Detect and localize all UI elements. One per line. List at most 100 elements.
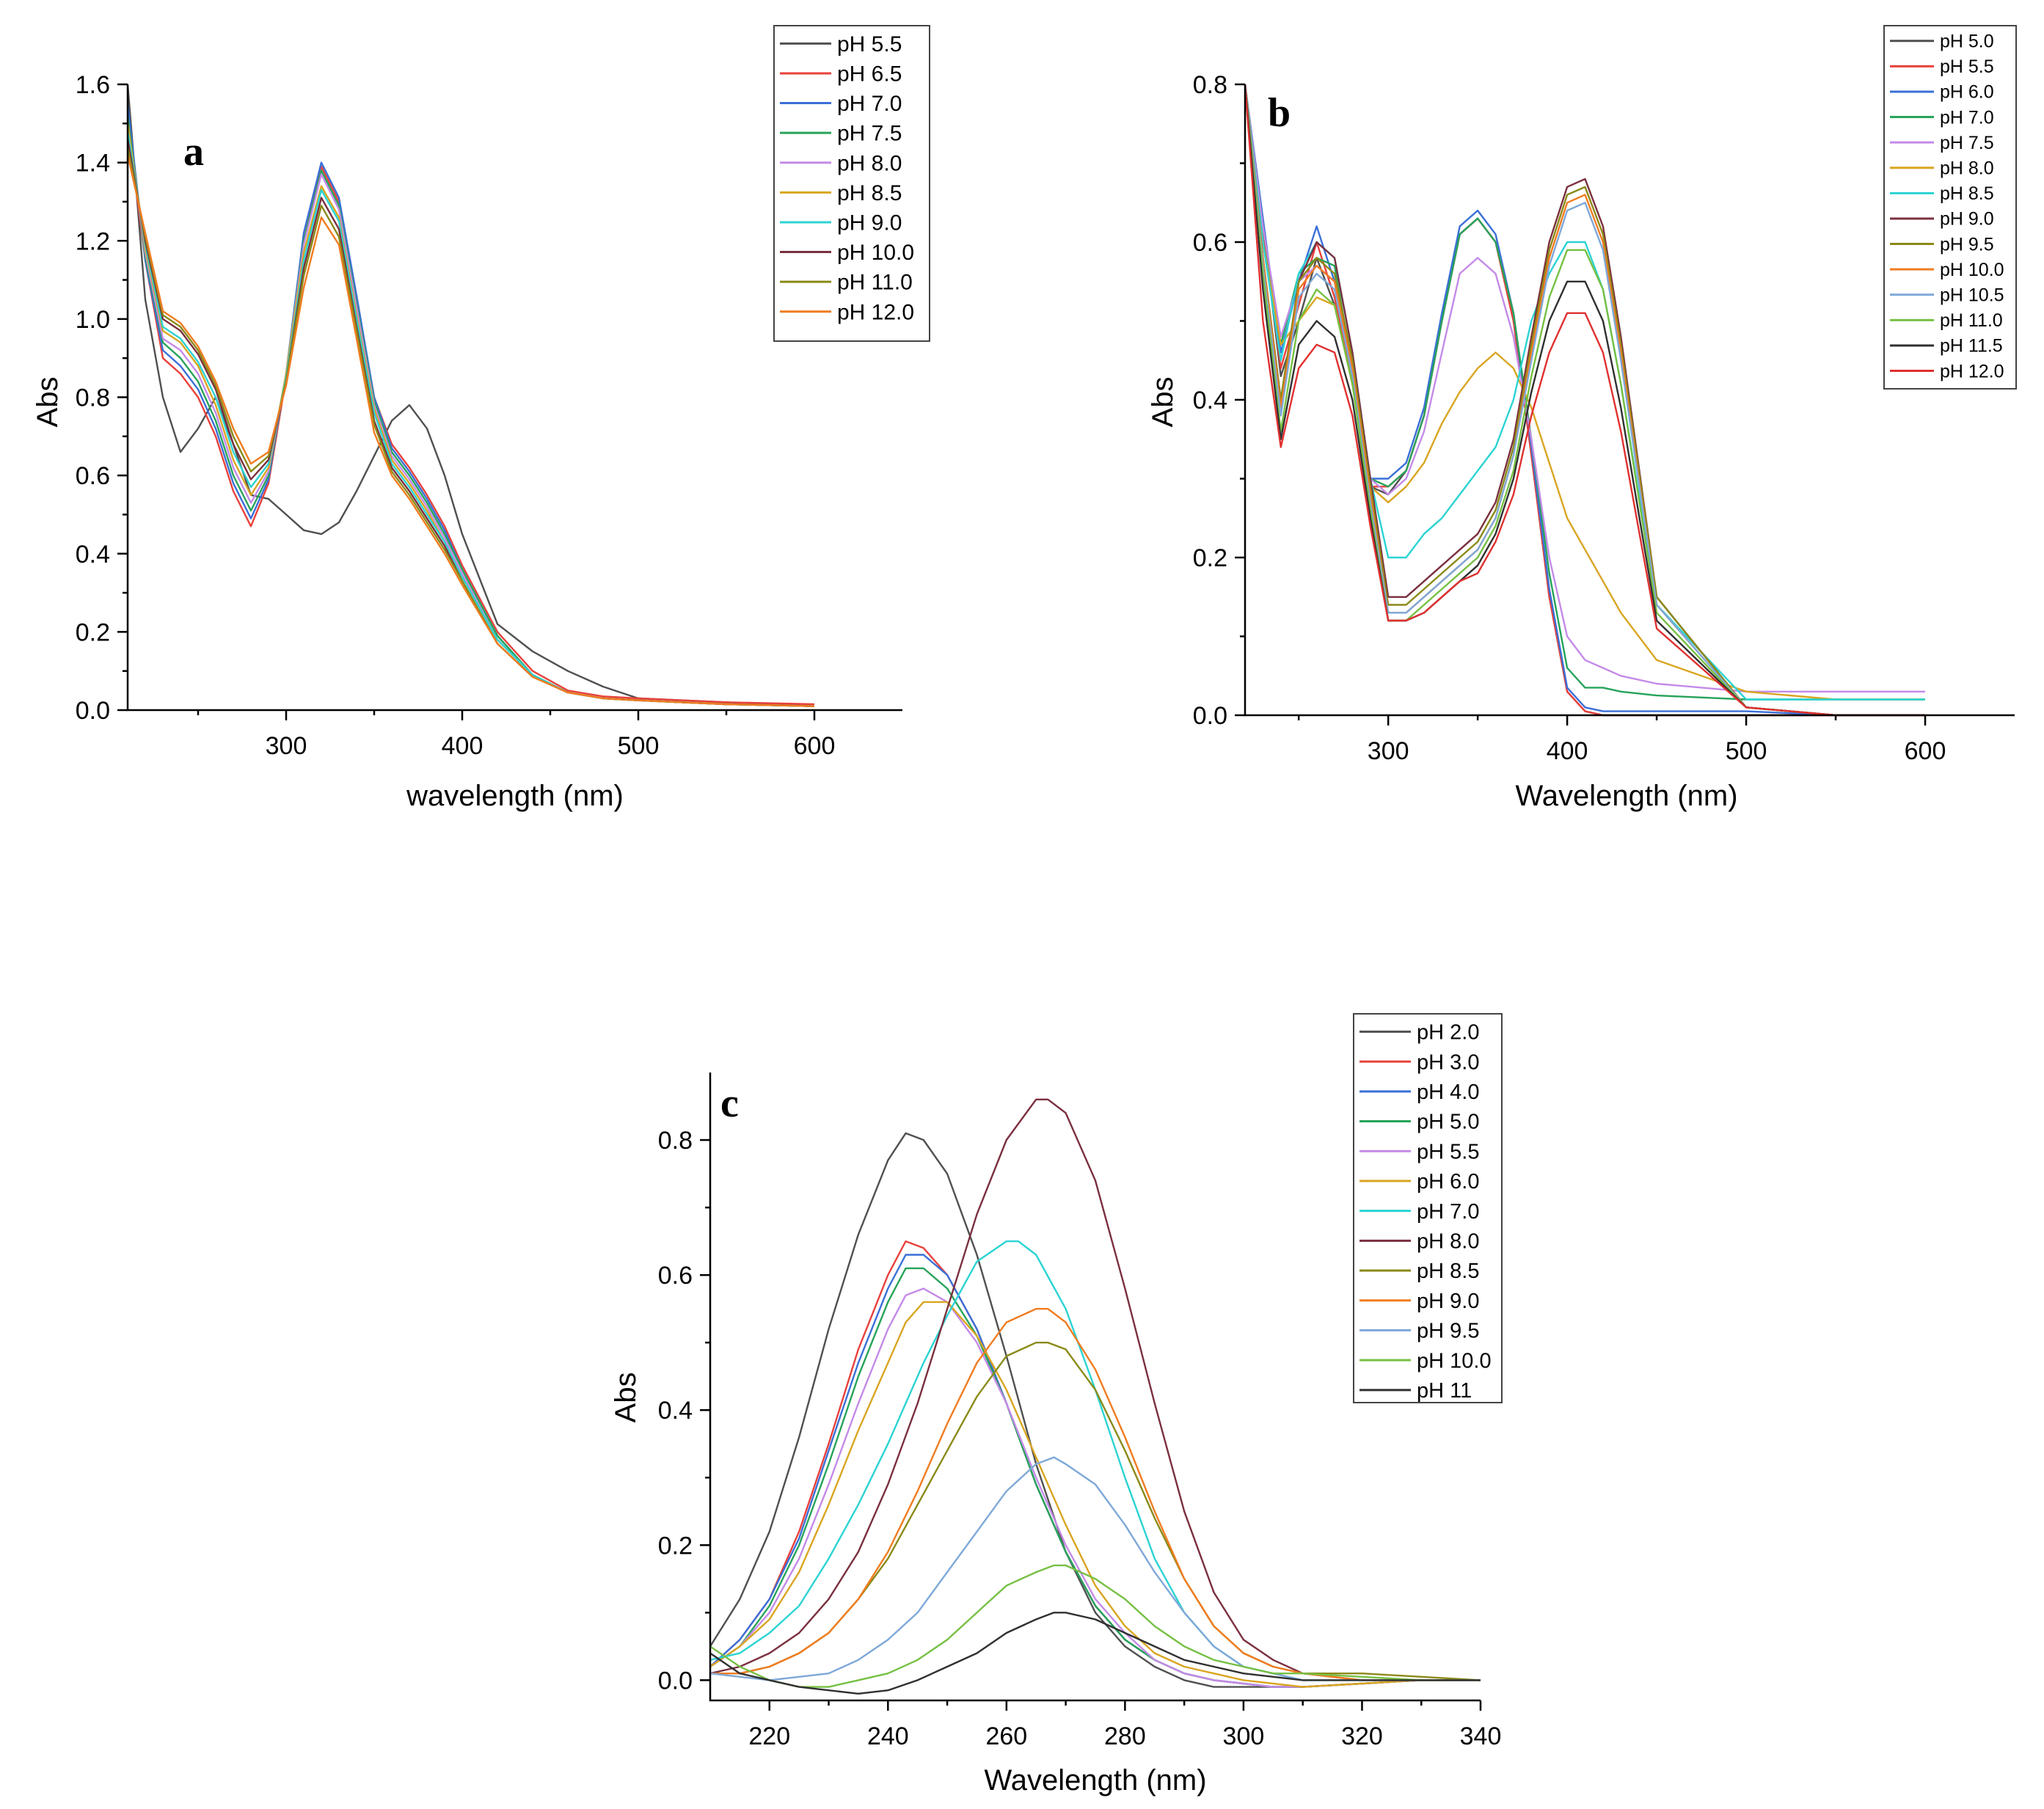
panel-c-series-ph-11 xyxy=(709,1612,1481,1695)
panel-a-y-ticks: 0.0 0.2 0.4 0.6 0.8 1.0 1.2 1.4 1.6 xyxy=(76,71,128,725)
panel-c-x-tick-label-4: 300 xyxy=(1223,1722,1265,1750)
panel-b-legend-label-4: pH 7.5 xyxy=(1940,133,1994,153)
panel-b-legend-label-13: pH 12.0 xyxy=(1940,361,2004,381)
panel-b-y-ticks: 0.0 0.2 0.4 0.6 0.8 xyxy=(1193,71,1245,730)
panel-b-series-ph-9-0 xyxy=(1244,84,1925,717)
chart-panel-c: 0.00.20.40.60.8 220 240 260 280 300 320 340 c … xyxy=(610,1013,1503,1797)
panel-c-x-tick-label-1: 240 xyxy=(867,1722,909,1750)
panel-c-x-tick-label-5: 320 xyxy=(1341,1722,1383,1750)
panel-a-legend-label-6: pH 9.0 xyxy=(837,211,902,235)
panel-b-legend-label-6: pH 8.5 xyxy=(1940,183,1994,204)
panel-c-legend-label-9: pH 9.0 xyxy=(1417,1290,1479,1313)
panel-c-y-tick-label-2: 0.4 xyxy=(658,1397,693,1425)
panel-c-y-tick-label-1: 0.2 xyxy=(658,1532,693,1560)
panel-b-legend-label-0: pH 5.0 xyxy=(1940,32,1994,52)
panel-a-y-tick-label-4: 0.8 xyxy=(76,384,110,412)
panel-c-series xyxy=(709,1098,1481,1695)
panel-a-series-ph-9-0 xyxy=(126,131,815,707)
panel-b-x-ticks: 300 400 500 600 xyxy=(1297,715,1946,765)
panel-c-x-axis-label: Wavelength (nm) xyxy=(984,1764,1206,1797)
panel-a-series xyxy=(126,84,815,707)
panel-label-b: b xyxy=(1268,90,1291,136)
panel-c-x-tick-label-2: 260 xyxy=(985,1722,1027,1750)
panel-b-y-tick-label-4: 0.8 xyxy=(1193,71,1227,99)
panel-b-x-axis-label: Wavelength (nm) xyxy=(1515,780,1737,812)
panel-b-series-ph-7-0 xyxy=(1244,84,1925,701)
panel-b-legend-label-9: pH 10.0 xyxy=(1940,260,2004,280)
panel-c-x-ticks: 220 240 260 280 300 320 340 xyxy=(748,1700,1501,1750)
panel-b-y-tick-label-3: 0.6 xyxy=(1193,229,1227,257)
panel-c-series-ph-9-0 xyxy=(710,1308,1481,1681)
panel-c-legend: pH 2.0 pH 3.0 pH 4.0 pH 5.0 pH 5.5 pH 6.0 pH 7… xyxy=(1353,1013,1503,1403)
panel-a-y-tick-label-0: 0.0 xyxy=(76,697,110,725)
panel-b-legend-label-10: pH 10.5 xyxy=(1940,285,2004,306)
panel-a-x-ticks: 300 400 500 600 xyxy=(197,710,836,760)
panel-a-series-ph-12-0 xyxy=(126,154,815,707)
panel-a-y-tick-label-7: 1.4 xyxy=(76,150,110,178)
panel-c-legend-label-3: pH 5.0 xyxy=(1417,1111,1479,1134)
panel-a-legend-label-7: pH 10.0 xyxy=(837,241,914,265)
panel-b-series xyxy=(1244,84,1925,717)
panel-a-legend-label-4: pH 8.0 xyxy=(837,151,902,175)
panel-b-legend-label-12: pH 11.5 xyxy=(1940,336,2003,357)
panel-b-y-tick-label-0: 0.0 xyxy=(1193,702,1227,730)
panel-c-y-ticks: 0.0 0.2 0.4 0.6 0.8 xyxy=(658,1127,710,1695)
panel-c-legend-label-5: pH 6.0 xyxy=(1417,1170,1479,1194)
panel-a-legend-label-9: pH 12.0 xyxy=(837,300,914,324)
panel-c-legend-label-7: pH 8.0 xyxy=(1417,1229,1479,1253)
panel-b-series-ph-8-0 xyxy=(1244,84,1925,701)
panel-a-series-ph-6-5 xyxy=(126,123,815,706)
panel-label-c: c xyxy=(720,1081,739,1126)
panel-b-legend: pH 5.0 pH 5.5 pH 6.0 pH 7.0 pH 7.5 pH 8.0 pH 8… xyxy=(1883,25,2017,390)
panel-c-legend-label-6: pH 7.0 xyxy=(1417,1200,1479,1224)
panel-c-x-tick-label-6: 340 xyxy=(1460,1722,1502,1750)
panel-b-series-ph-7-5 xyxy=(1244,84,1925,692)
panel-c-series-ph-8-0 xyxy=(709,1098,1481,1681)
panel-a-legend-box xyxy=(773,25,930,342)
panel-label-a: a xyxy=(183,129,204,175)
panel-b-legend-label-5: pH 8.0 xyxy=(1940,158,1994,179)
panel-c-legend-label-8: pH 8.5 xyxy=(1417,1260,1479,1283)
panel-b-series-ph-6-0 xyxy=(1244,84,1925,717)
chart-panel-b: 0.0 0.2 0.4 0.6 0.8 300 400 500 600 b Wavelengt… xyxy=(1147,25,2017,812)
panel-b-x-tick-label-1: 400 xyxy=(1547,737,1588,765)
panel-b-series-ph-12-0 xyxy=(1244,84,1925,717)
panel-a-y-tick-label-6: 1.2 xyxy=(76,227,110,255)
chart-panel-a: 0.0 0.2 0.4 0.6 0.8 1.0 1.2 1.4 1.6 300 400 500 600… xyxy=(32,25,930,812)
panel-a-x-tick-label-3: 600 xyxy=(794,732,836,760)
panel-a-y-tick-label-3: 0.6 xyxy=(76,462,110,490)
panel-c-legend-label-1: pH 3.0 xyxy=(1417,1050,1479,1074)
panel-b-series-ph-11-5 xyxy=(1244,84,1925,717)
panel-a-legend-label-2: pH 7.0 xyxy=(837,92,902,116)
panel-c-legend-label-12: pH 11 xyxy=(1417,1379,1472,1403)
panel-b-series-ph-10-5 xyxy=(1244,84,1925,717)
panel-c-series-ph-10-0 xyxy=(709,1564,1481,1688)
panel-a-legend-label-8: pH 11.0 xyxy=(837,271,913,295)
panel-b-y-tick-label-2: 0.4 xyxy=(1193,387,1227,414)
panel-c-y-tick-label-0: 0.0 xyxy=(658,1667,693,1695)
panel-a-legend-label-0: pH 5.5 xyxy=(837,32,902,56)
panel-a-series-ph-8-0 xyxy=(126,123,815,707)
panel-c-legend-box xyxy=(1353,1013,1503,1403)
panel-b-legend-box xyxy=(1883,25,2017,390)
panel-b-legend-label-2: pH 6.0 xyxy=(1940,82,1994,103)
panel-c-legend-label-11: pH 10.0 xyxy=(1417,1349,1492,1373)
panel-c-y-tick-label-3: 0.6 xyxy=(658,1262,693,1290)
panel-a-legend-label-5: pH 8.5 xyxy=(837,181,902,205)
panel-b-x-tick-label-2: 500 xyxy=(1726,737,1767,765)
panel-c-y-axis-label: Abs xyxy=(610,1373,642,1423)
panel-a-series-ph-7-5 xyxy=(126,115,815,707)
panel-a-y-tick-label-1: 0.2 xyxy=(76,618,110,646)
panel-a-series-ph-5-5 xyxy=(126,84,815,707)
panel-b-legend-label-1: pH 5.5 xyxy=(1940,56,1994,77)
panel-a-y-tick-label-8: 1.6 xyxy=(76,71,110,99)
panel-b-legend-label-11: pH 11.0 xyxy=(1940,310,2003,331)
panel-b-legend-label-7: pH 9.0 xyxy=(1940,209,1994,230)
panel-b-x-tick-label-3: 600 xyxy=(1905,737,1946,765)
panel-c-legend-label-10: pH 9.5 xyxy=(1417,1320,1479,1343)
panel-c-axes xyxy=(709,1072,1481,1702)
panel-b-y-axis-label: Abs xyxy=(1147,377,1179,428)
panel-c-x-tick-label-0: 220 xyxy=(748,1722,790,1750)
panel-c-legend-label-0: pH 2.0 xyxy=(1417,1021,1479,1045)
